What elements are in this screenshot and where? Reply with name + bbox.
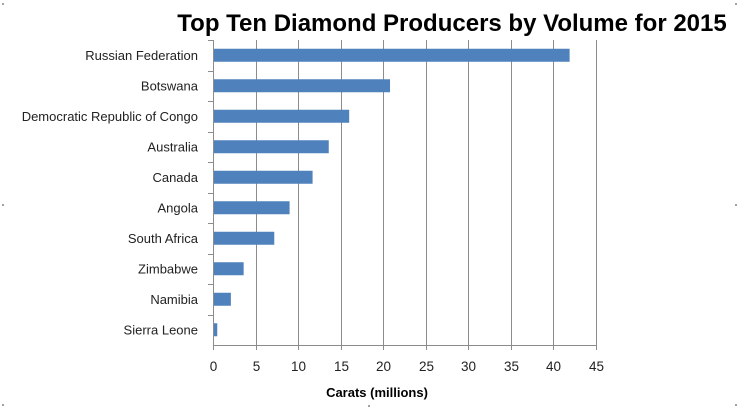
x-tick-label: 5 <box>253 359 261 374</box>
x-tick-label: 20 <box>376 359 391 374</box>
edge-marks <box>2 3 737 407</box>
x-tick-label: 45 <box>589 359 604 374</box>
x-tick-label: 0 <box>210 359 218 374</box>
x-tick-label: 30 <box>461 359 476 374</box>
bar <box>214 79 391 93</box>
category-label: Canada <box>152 170 198 185</box>
bar <box>214 201 290 215</box>
category-label: Sierra Leone <box>124 322 198 337</box>
category-label: Botswana <box>141 78 199 93</box>
bar <box>214 231 275 245</box>
category-label: Democratic Republic of Congo <box>22 109 198 124</box>
bar <box>214 292 231 306</box>
category-label: Zimbabwe <box>138 261 198 276</box>
bar <box>214 170 313 184</box>
x-tick-label: 10 <box>291 359 306 374</box>
x-axis-title: Carats (millions) <box>326 385 428 400</box>
x-tick-labels: 0 5 10 15 20 25 30 35 40 45 <box>210 359 604 374</box>
bar <box>214 323 218 337</box>
bar <box>214 48 570 62</box>
category-label: Australia <box>147 139 198 154</box>
chart-title: Top Ten Diamond Producers by Volume for … <box>177 10 726 37</box>
bar <box>214 262 244 276</box>
bars <box>214 48 570 337</box>
category-labels: Russian Federation Botswana Democratic Rep… <box>22 48 199 338</box>
axes <box>208 40 597 346</box>
x-tick-label: 15 <box>334 359 349 374</box>
category-label: Angola <box>158 200 199 215</box>
category-label: Russian Federation <box>85 48 198 63</box>
category-label: South Africa <box>128 231 199 246</box>
bar <box>214 109 350 123</box>
x-tick-label: 35 <box>504 359 519 374</box>
bar <box>214 140 329 154</box>
category-label: Namibia <box>150 292 198 307</box>
x-tick-label: 25 <box>419 359 434 374</box>
x-tick-label: 40 <box>546 359 561 374</box>
